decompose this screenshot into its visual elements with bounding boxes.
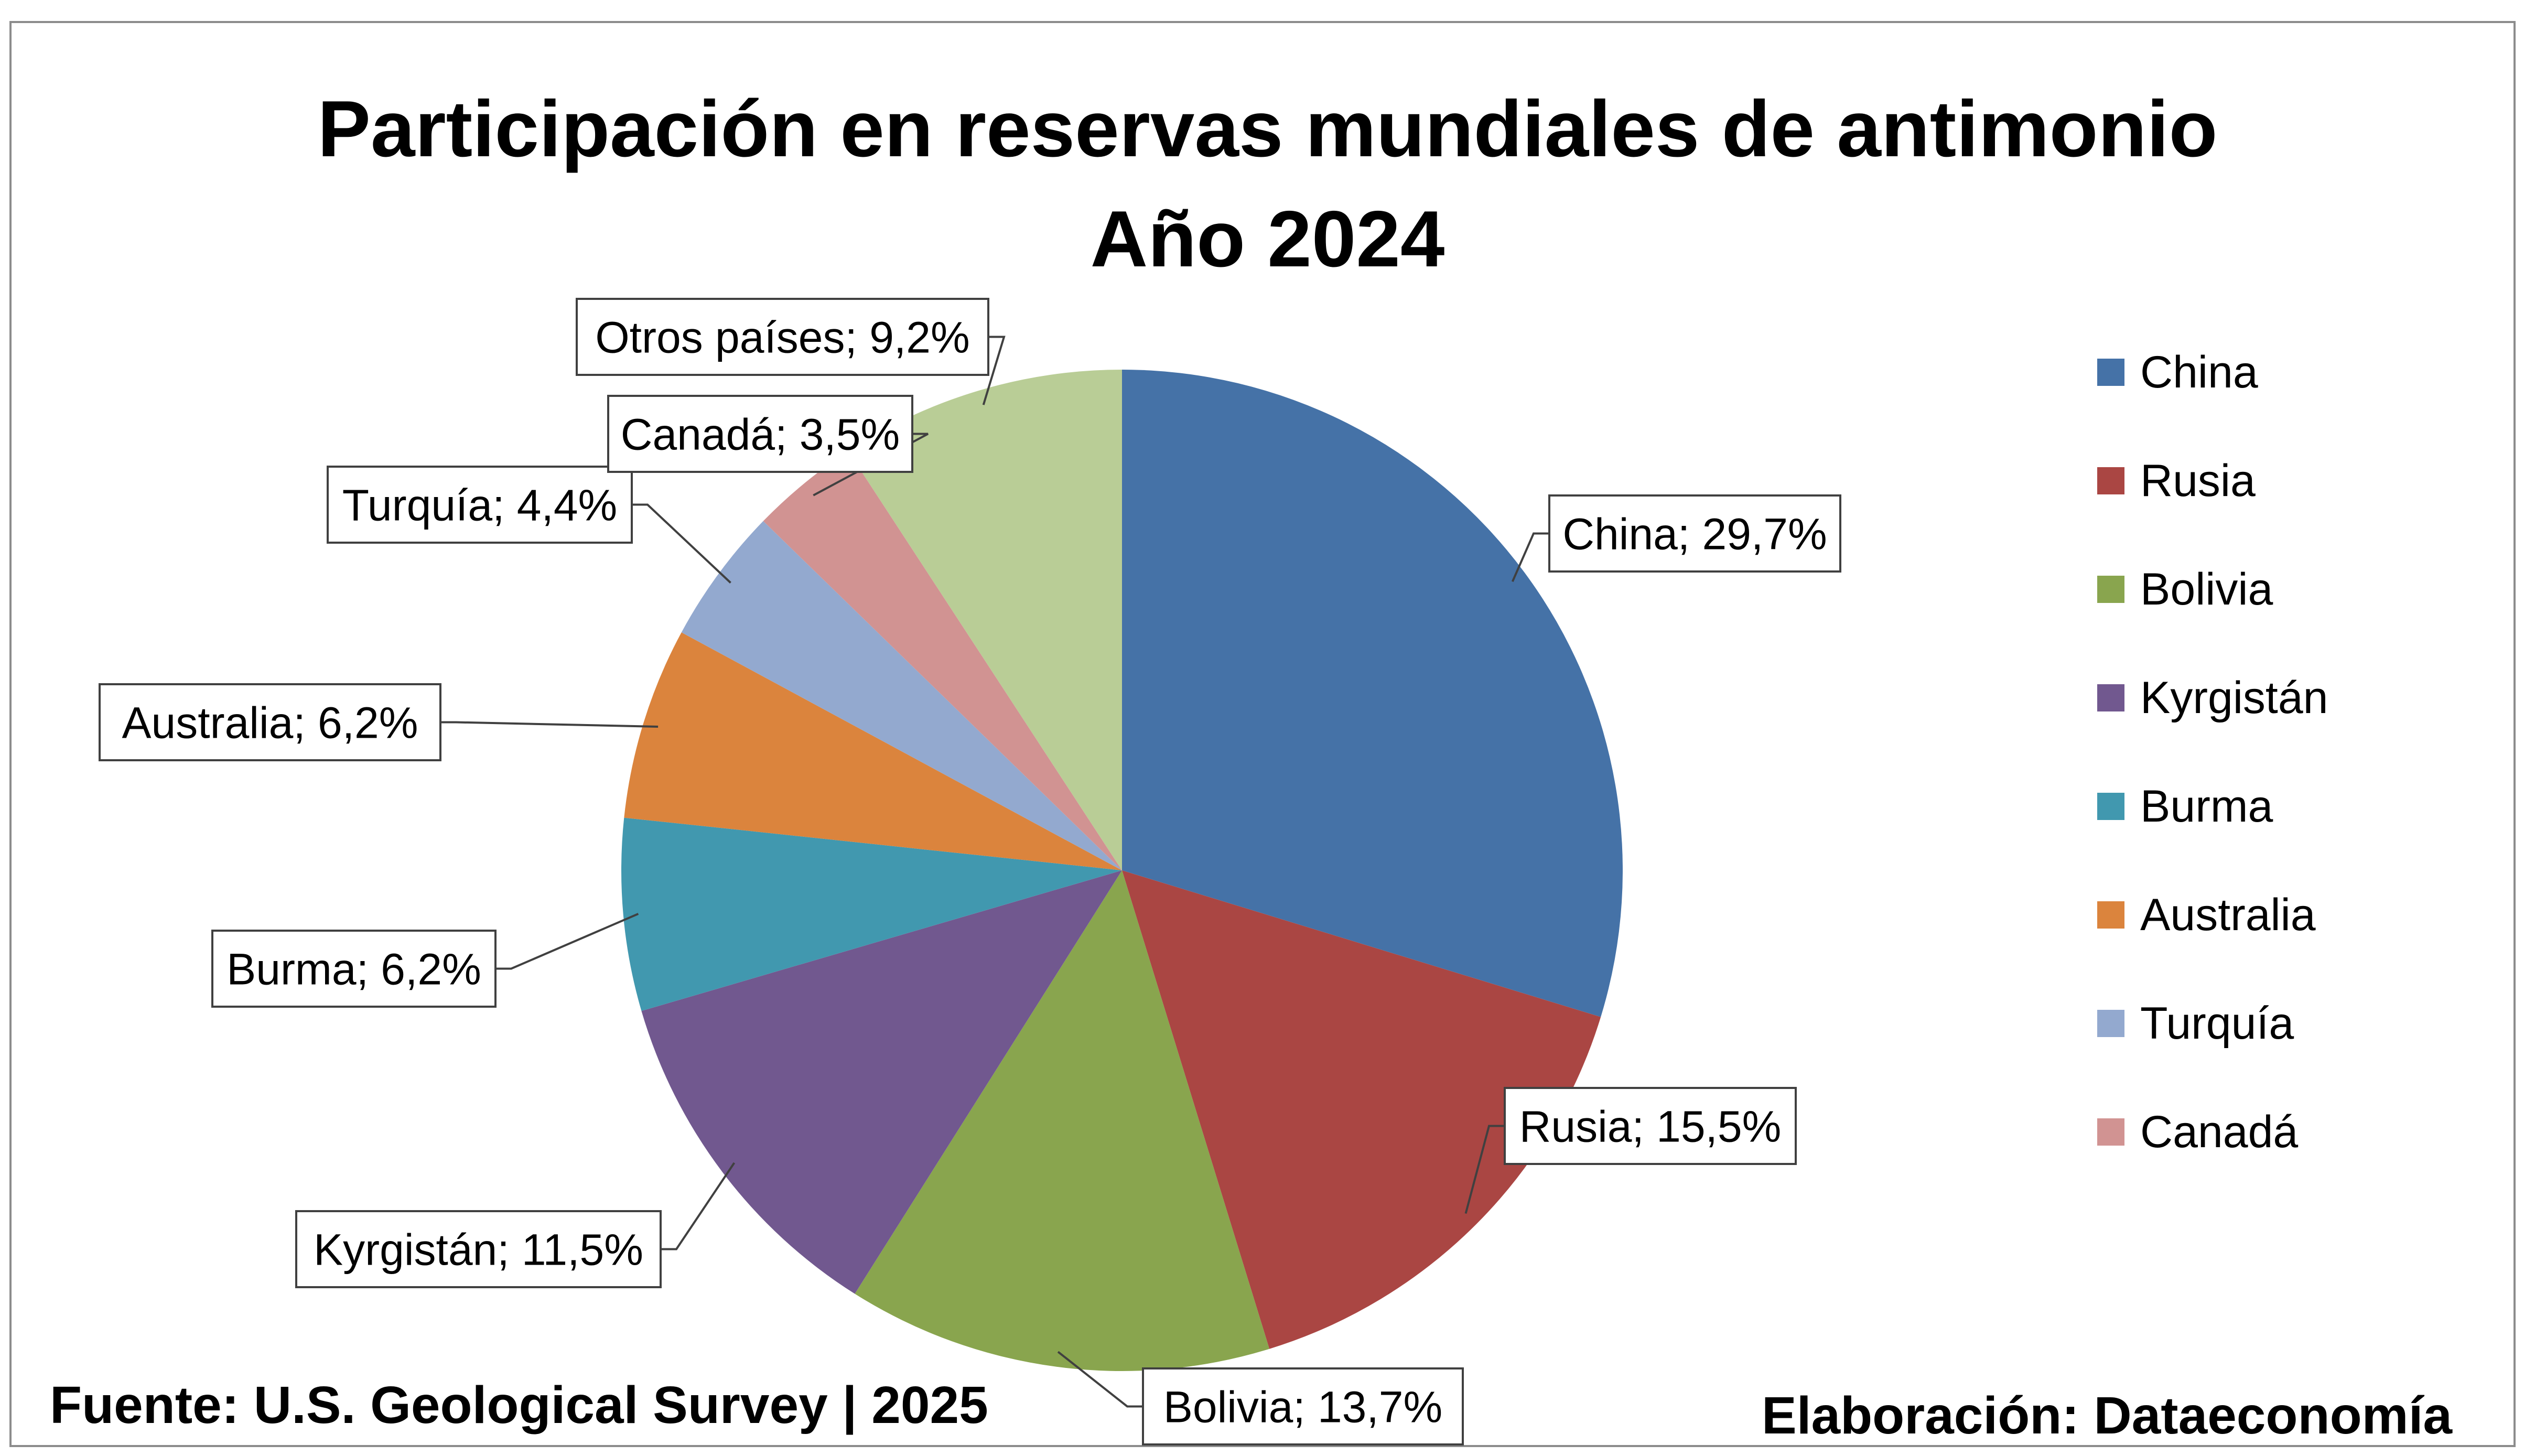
- legend-swatch: [2097, 359, 2124, 386]
- leader-line: [1464, 1125, 1505, 1214]
- legend-swatch: [2097, 901, 2124, 929]
- legend-label: Bolivia: [2140, 564, 2273, 614]
- pie-slice-australia: [624, 632, 1122, 870]
- data-label-box: [295, 1210, 662, 1288]
- leader-line: [632, 503, 731, 584]
- legend-label: Canadá: [2140, 1106, 2299, 1157]
- data-label-box: [1142, 1367, 1464, 1446]
- data-label: Burma; 6,2%: [226, 945, 481, 994]
- data-label-box: [576, 298, 989, 376]
- legend-item: Rusia: [2097, 452, 2256, 510]
- data-label-box: [1504, 1087, 1797, 1165]
- legend-swatch: [2097, 576, 2124, 603]
- data-label: Bolivia; 13,7%: [1163, 1383, 1442, 1432]
- source-note: Fuente: U.S. Geological Survey | 2025: [50, 1376, 988, 1435]
- leader-line: [1511, 532, 1549, 582]
- legend-swatch: [2097, 793, 2124, 820]
- data-label-box: [211, 930, 497, 1008]
- pie-slice-otros-países: [848, 370, 1122, 870]
- data-label: Turquía; 4,4%: [342, 481, 618, 530]
- legend-item: China: [2097, 343, 2258, 401]
- data-label-box: [1548, 494, 1841, 573]
- legend-swatch: [2097, 467, 2124, 494]
- data-label: Australia; 6,2%: [122, 698, 418, 748]
- legend-item: Australia: [2097, 886, 2316, 944]
- legend-label: Burma: [2140, 781, 2273, 832]
- data-label-box: [607, 395, 913, 473]
- legend-label: Rusia: [2140, 455, 2256, 506]
- pie-slice-china: [1122, 370, 1623, 1017]
- chart-title: Participación en reservas mundiales de a…: [317, 84, 2218, 174]
- data-label: Canadá; 3,5%: [621, 410, 900, 459]
- leader-line: [1057, 1351, 1143, 1408]
- pie-slice-canadá: [763, 451, 1122, 870]
- legend-item: Burma: [2097, 778, 2273, 835]
- pie-slice-turquía: [681, 521, 1122, 870]
- pie-slice-kyrgistán: [641, 870, 1122, 1294]
- legend-item: Bolivia: [2097, 560, 2273, 618]
- leader-line: [982, 336, 1006, 405]
- legend-label: Australia: [2140, 889, 2316, 940]
- pie-slice-bolivia: [855, 870, 1270, 1372]
- data-label: Rusia; 15,5%: [1519, 1102, 1782, 1151]
- leader-line: [495, 913, 639, 970]
- chart-subtitle: Año 2024: [1090, 195, 1445, 284]
- data-label: Otros países; 9,2%: [595, 313, 969, 362]
- legend-label: China: [2140, 347, 2258, 397]
- legend-label: Turquía: [2140, 998, 2294, 1049]
- data-label-box: [99, 683, 441, 761]
- legend-item: Kyrgistán: [2097, 669, 2328, 727]
- legend-item: Canadá: [2097, 1103, 2298, 1161]
- legend-label: Kyrgistán: [2140, 672, 2328, 723]
- data-label-box: [327, 466, 633, 544]
- legend-swatch: [2097, 684, 2124, 711]
- credit-note: Elaboración: Dataeconomía: [1762, 1386, 2452, 1445]
- leader-line: [440, 721, 659, 728]
- legend-swatch: [2097, 1118, 2124, 1146]
- data-label: Kyrgistán; 11,5%: [314, 1225, 643, 1275]
- pie-slice-rusia: [1122, 870, 1601, 1349]
- leader-line: [813, 433, 929, 497]
- leader-line: [661, 1162, 736, 1250]
- legend-swatch: [2097, 1010, 2124, 1037]
- legend-item: Turquía: [2097, 995, 2294, 1052]
- pie-slice-burma: [621, 817, 1122, 1011]
- data-label: China; 29,7%: [1562, 510, 1827, 559]
